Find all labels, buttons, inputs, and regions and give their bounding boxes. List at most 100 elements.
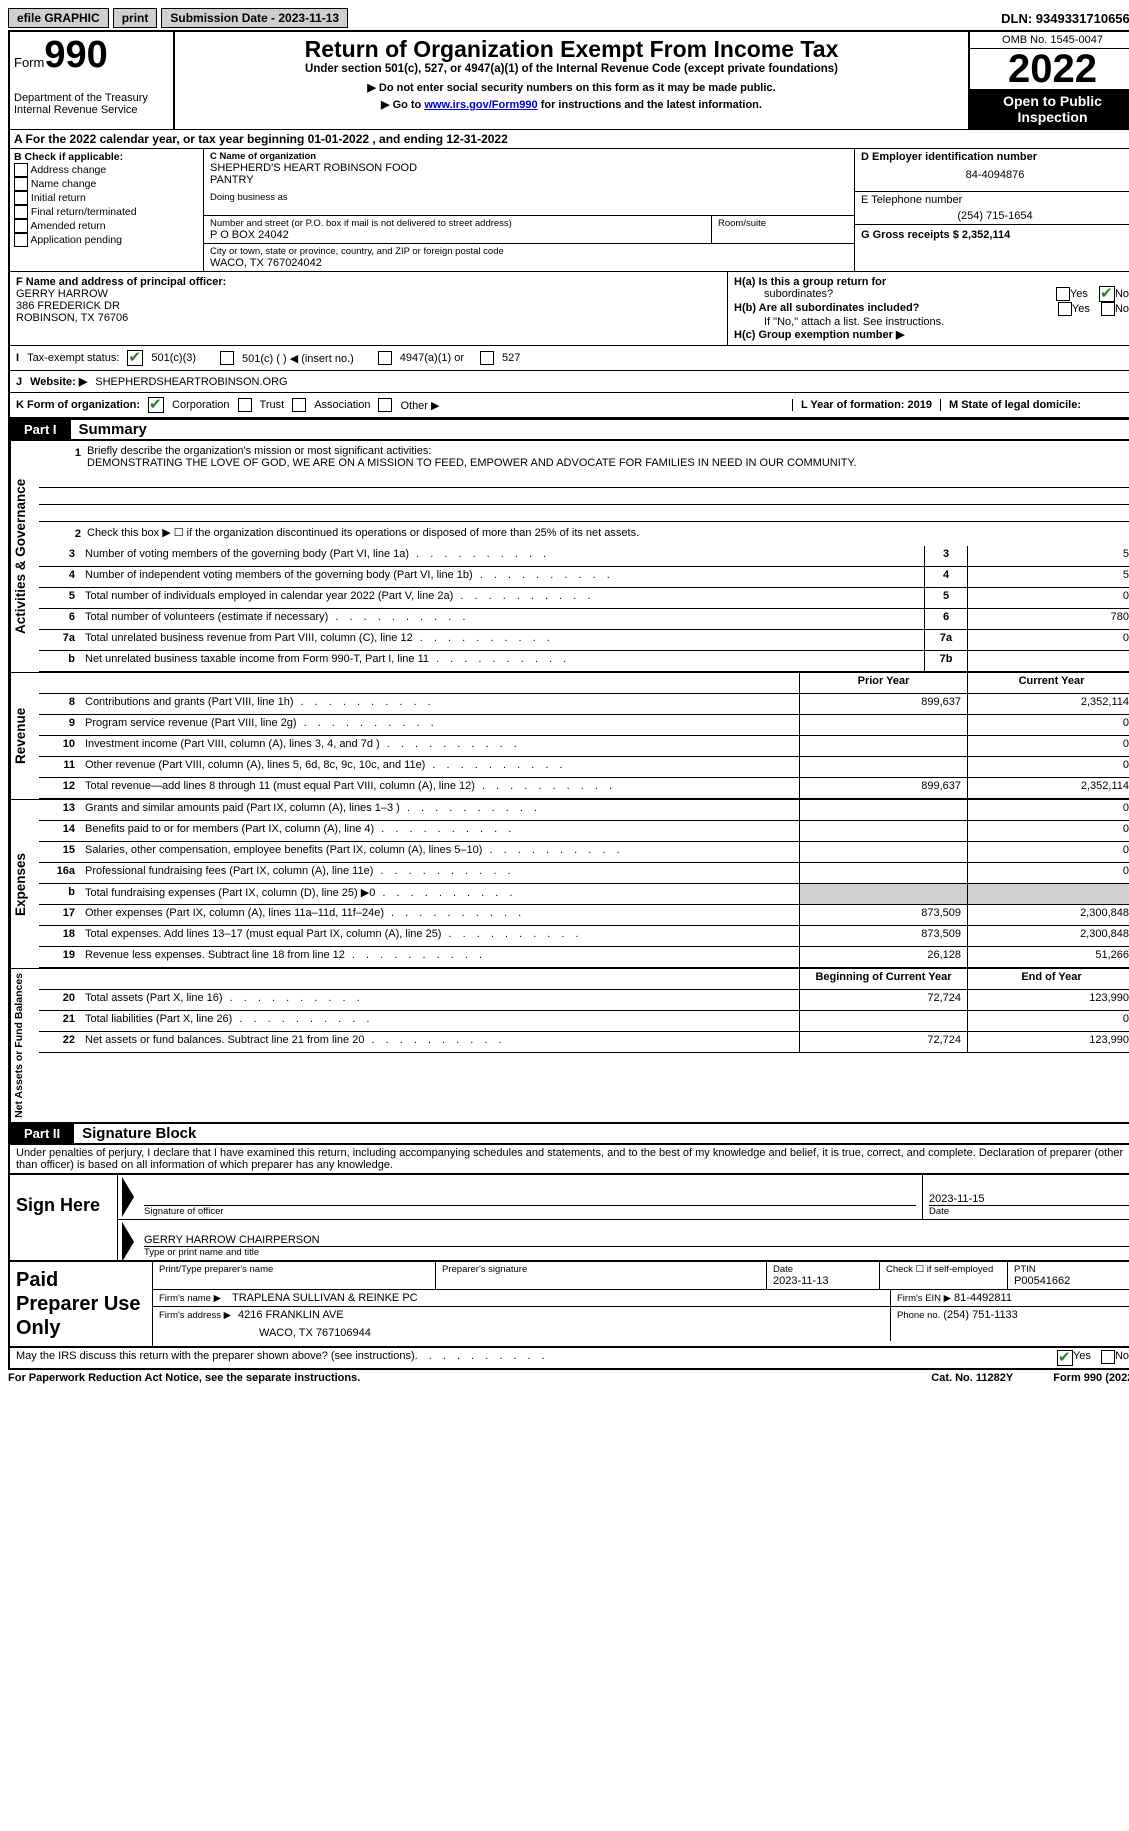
firm-ein-value: 81-4492811 [954, 1292, 1012, 1304]
officer-addr2: ROBINSON, TX 76706 [16, 312, 721, 324]
org-name-1: SHEPHERD'S HEART ROBINSON FOOD [210, 162, 848, 174]
tax-status-row: I Tax-exempt status: 501(c)(3) 501(c) ( … [8, 346, 1129, 371]
firm-addr-label: Firm's address ▶ [159, 1310, 231, 1321]
row-current: 0 [967, 736, 1129, 756]
opt-4947: 4947(a)(1) or [400, 352, 464, 364]
row-prior: 899,637 [799, 778, 967, 798]
form-word: Form [14, 55, 44, 70]
chk-other[interactable] [378, 398, 392, 412]
chk-501c3[interactable] [127, 350, 143, 366]
print-button[interactable]: print [113, 8, 158, 28]
f-label: F Name and address of principal officer: [16, 276, 721, 288]
ha-label2: subordinates? [734, 288, 833, 300]
opt-other: Other ▶ [400, 399, 439, 412]
row-label: Investment income (Part VIII, column (A)… [81, 736, 799, 756]
chk-527[interactable] [480, 351, 494, 365]
row-val: 780 [967, 609, 1129, 629]
row-num: 5 [39, 588, 81, 608]
table-row: 7a Total unrelated business revenue from… [39, 630, 1129, 651]
chk-501c[interactable] [220, 351, 234, 365]
check-self-label: Check ☐ if self-employed [886, 1264, 1001, 1275]
row-label: Total liabilities (Part X, line 26) [81, 1011, 799, 1031]
table-row: b Net unrelated business taxable income … [39, 651, 1129, 672]
row-current: 2,300,848 [967, 905, 1129, 925]
chk-amended[interactable] [14, 219, 28, 233]
chk-app-pending[interactable] [14, 233, 28, 247]
row-num: 16a [39, 863, 81, 883]
website-value: SHEPHERDSHEARTROBINSON.ORG [95, 376, 287, 388]
row-label: Other expenses (Part IX, column (A), lin… [81, 905, 799, 925]
discuss-no-chk[interactable] [1101, 1350, 1115, 1364]
chk-address-change[interactable] [14, 163, 28, 177]
form-header: Form990 Department of the Treasury Inter… [8, 30, 1129, 129]
table-row: 21 Total liabilities (Part X, line 26) 0 [39, 1011, 1129, 1032]
c-label: C Name of organization [210, 151, 848, 162]
sign-here-block: Sign Here Signature of officer 2023-11-1… [8, 1173, 1129, 1262]
chk-corp[interactable] [148, 397, 164, 413]
prep-date-value: 2023-11-13 [773, 1275, 873, 1287]
row-num: 17 [39, 905, 81, 925]
table-row: 9 Program service revenue (Part VIII, li… [39, 715, 1129, 736]
summary-revenue: Revenue Prior Year Current Year 8 Contri… [8, 672, 1129, 799]
firm-addr1: 4216 FRANKLIN AVE [238, 1309, 344, 1321]
paid-preparer-label: Paid Preparer Use Only [10, 1262, 153, 1346]
table-row: b Total fundraising expenses (Part IX, c… [39, 884, 1129, 905]
row-current: 2,300,848 [967, 926, 1129, 946]
irs-link[interactable]: www.irs.gov/Form990 [424, 99, 537, 111]
opt-initial-return: Initial return [31, 192, 86, 204]
i-label: I [16, 352, 19, 364]
opt-501c3: 501(c)(3) [151, 352, 196, 364]
sig-date-label: Date [929, 1205, 1129, 1217]
ptin-label: PTIN [1014, 1264, 1129, 1275]
row-current: 0 [967, 757, 1129, 777]
col-begin: Beginning of Current Year [799, 969, 967, 989]
chk-trust[interactable] [238, 398, 252, 412]
firm-name-value: TRAPLENA SULLIVAN & REINKE PC [232, 1292, 418, 1304]
row-val [967, 651, 1129, 671]
chk-final-return[interactable] [14, 205, 28, 219]
row-label: Total number of volunteers (estimate if … [81, 609, 924, 629]
hb-yes-chk[interactable] [1058, 302, 1072, 316]
ha-yes-chk[interactable] [1056, 287, 1070, 301]
row-num: 21 [39, 1011, 81, 1031]
row-label: Total revenue—add lines 8 through 11 (mu… [81, 778, 799, 798]
row-label: Program service revenue (Part VIII, line… [81, 715, 799, 735]
row-num: 9 [39, 715, 81, 735]
q1-label: Briefly describe the organization's miss… [87, 445, 431, 457]
ha-no-chk[interactable] [1099, 286, 1115, 302]
typed-label: Type or print name and title [144, 1246, 1129, 1258]
opt-trust: Trust [260, 399, 285, 411]
summary-activities: Activities & Governance 1 Briefly descri… [8, 441, 1129, 672]
efile-button[interactable]: efile GRAPHIC [8, 8, 109, 28]
main-title: Return of Organization Exempt From Incom… [183, 36, 960, 63]
warn2: ▶ Go to www.irs.gov/Form990 for instruct… [183, 98, 960, 111]
row-box: 7a [924, 630, 967, 650]
table-row: 11 Other revenue (Part VIII, column (A),… [39, 757, 1129, 778]
chk-name-change[interactable] [14, 177, 28, 191]
table-row: 17 Other expenses (Part IX, column (A), … [39, 905, 1129, 926]
col-deg: D Employer identification number 84-4094… [854, 149, 1129, 271]
j-label: J [16, 376, 22, 388]
row-val: 0 [967, 588, 1129, 608]
chk-initial-return[interactable] [14, 191, 28, 205]
row-current: 123,990 [967, 990, 1129, 1010]
open-public-1: Open to Public [1003, 93, 1102, 109]
table-row: 6 Total number of volunteers (estimate i… [39, 609, 1129, 630]
row-label: Benefits paid to or for members (Part IX… [81, 821, 799, 841]
hb-no-chk[interactable] [1101, 302, 1115, 316]
warn2-post: for instructions and the latest informat… [538, 99, 762, 111]
org-name-2: PANTRY [210, 174, 848, 186]
penalties-text: Under penalties of perjury, I declare th… [8, 1145, 1129, 1173]
col-prior: Prior Year [799, 673, 967, 693]
part2-title: Signature Block [74, 1125, 196, 1142]
row-prior [799, 800, 967, 820]
row-current: 0 [967, 842, 1129, 862]
chk-4947[interactable] [378, 351, 392, 365]
table-row: 12 Total revenue—add lines 8 through 11 … [39, 778, 1129, 799]
row-num: 4 [39, 567, 81, 587]
row-label: Revenue less expenses. Subtract line 18 … [81, 947, 799, 967]
discuss-yes-chk[interactable] [1057, 1350, 1073, 1366]
row-prior: 899,637 [799, 694, 967, 714]
chk-assoc[interactable] [292, 398, 306, 412]
addr-label: Number and street (or P.O. box if mail i… [210, 218, 705, 229]
